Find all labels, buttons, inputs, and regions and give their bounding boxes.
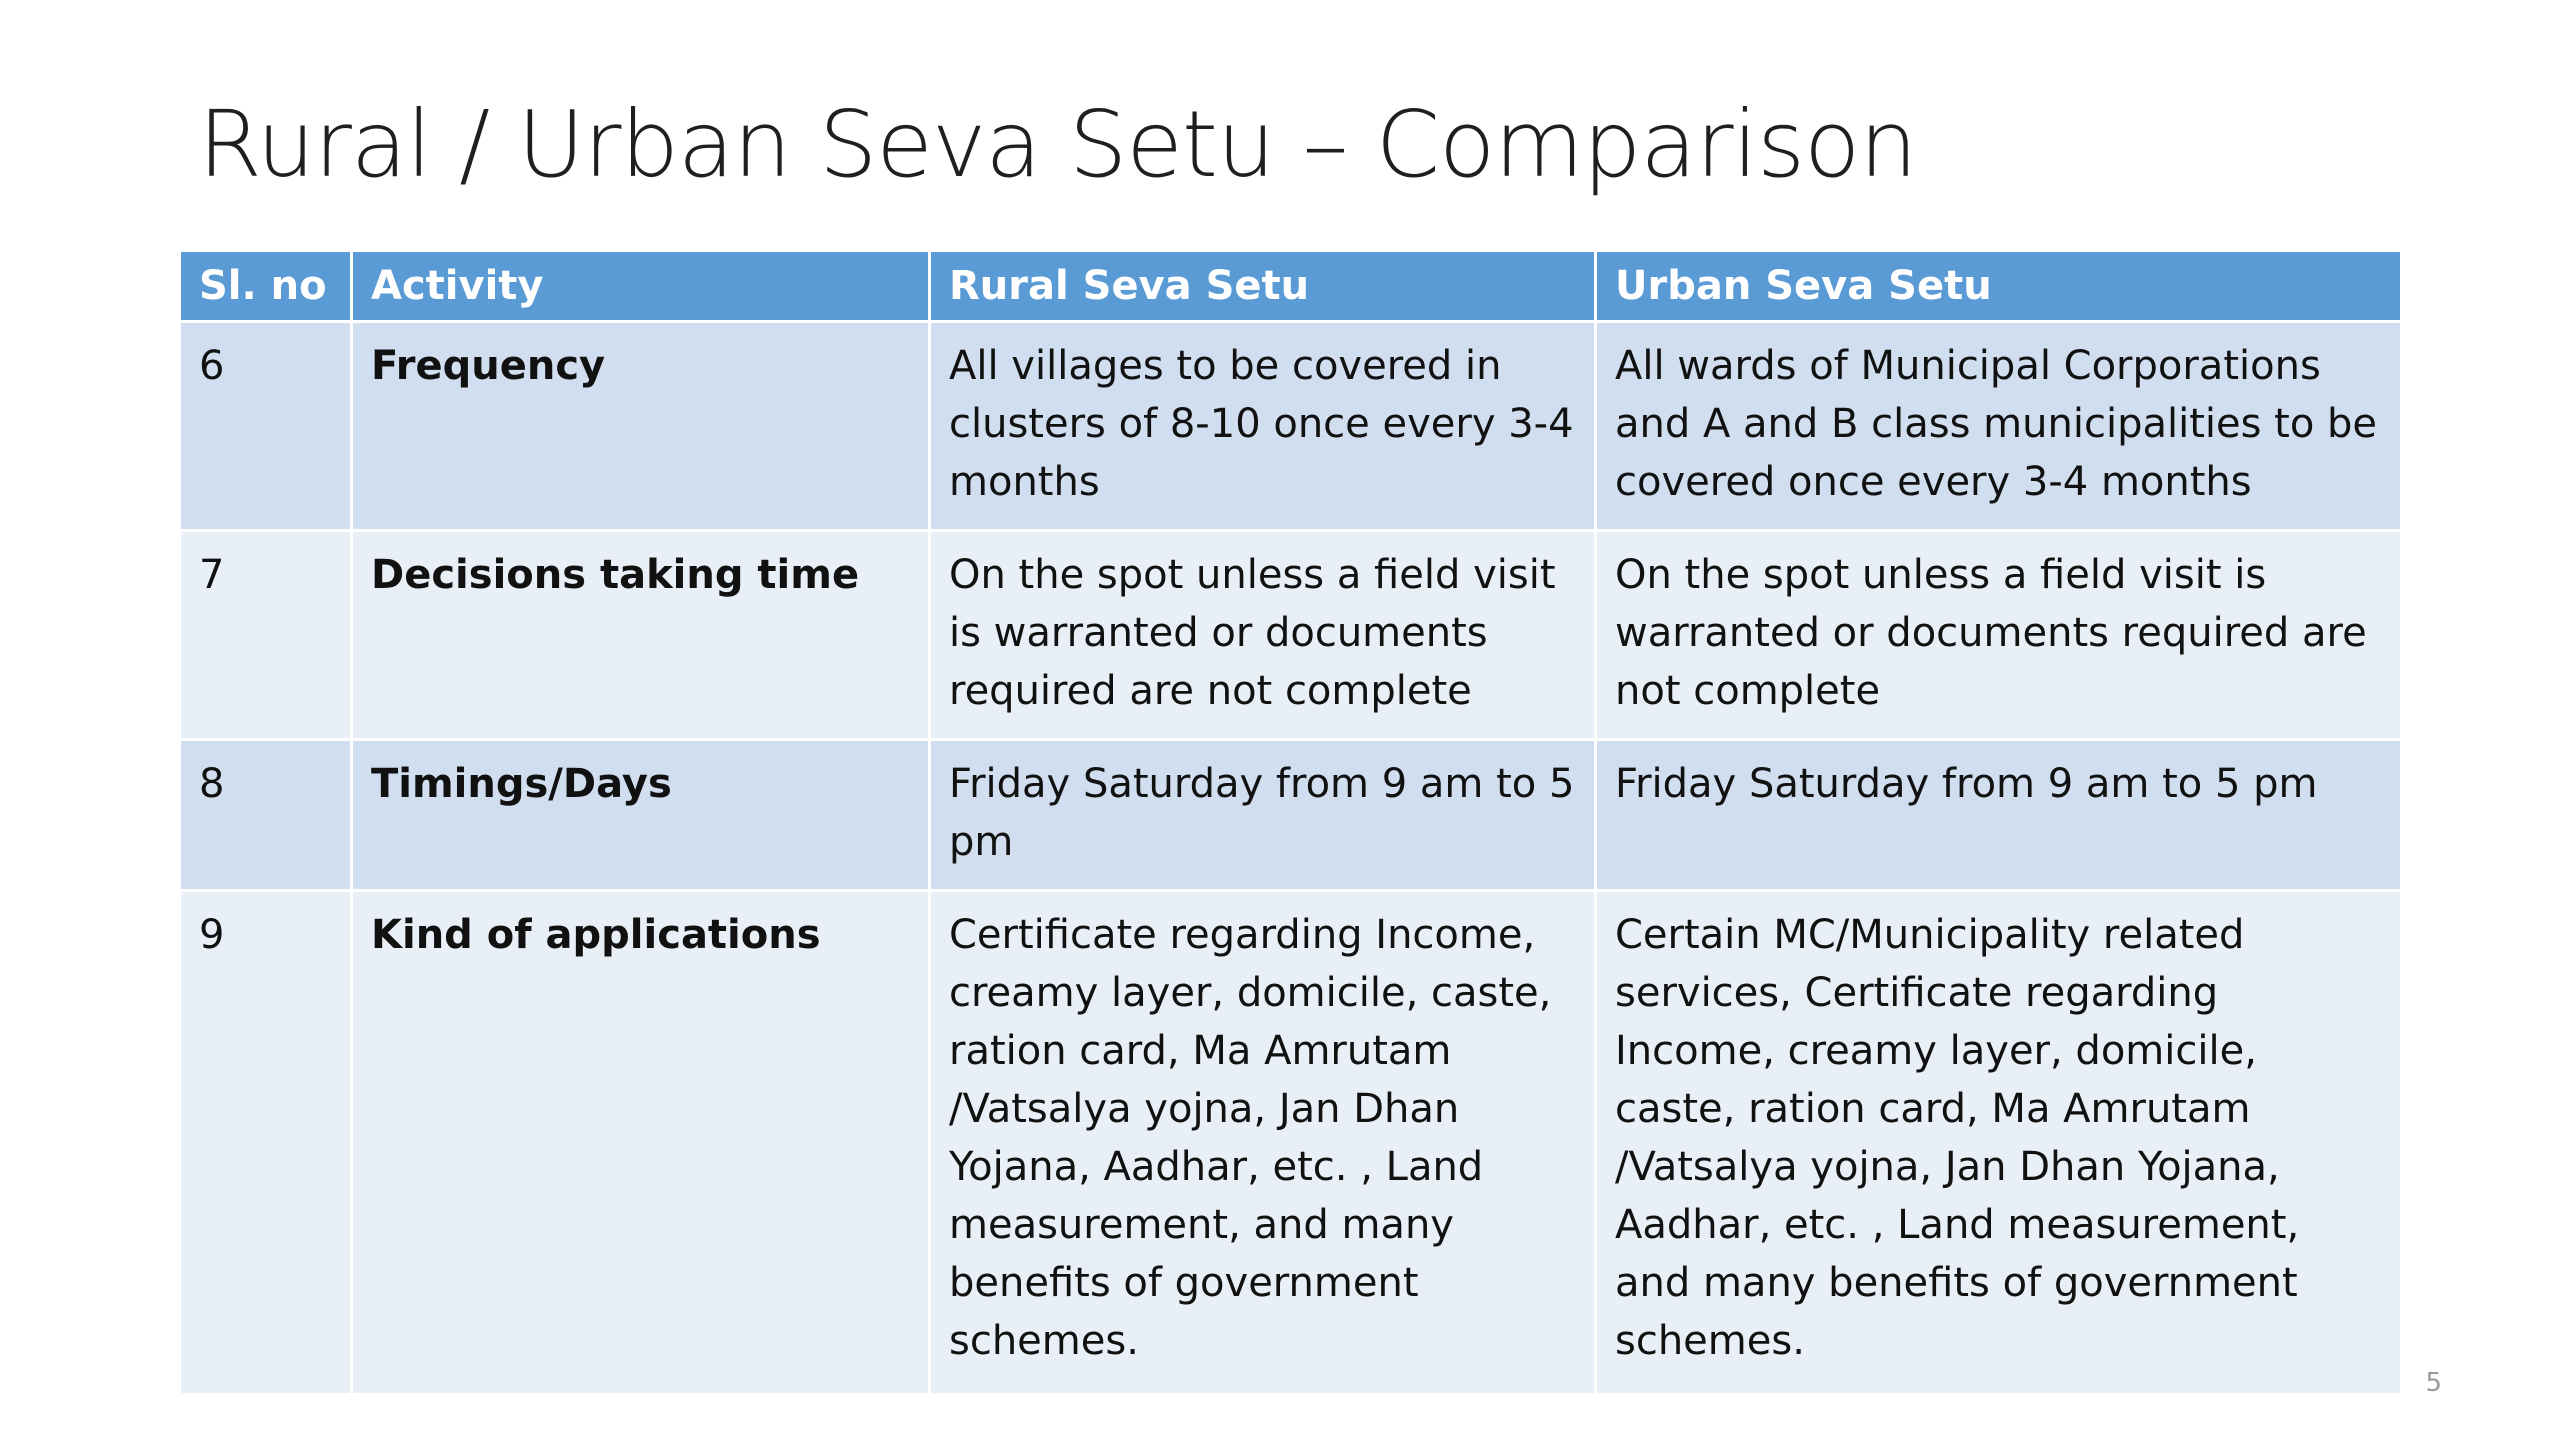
cell-activity: Frequency	[350, 320, 931, 532]
cell-urban: Friday Saturday from 9 am to 5 pm	[1594, 738, 2403, 892]
cell-urban: Certain MC/Municipality related services…	[1594, 889, 2403, 1396]
cell-activity: Decisions taking time	[350, 529, 931, 741]
comparison-table-container: Sl. no Activity Rural Seva Setu Urban Se…	[178, 249, 2403, 1396]
cell-sl-no: 8	[178, 738, 353, 892]
cell-activity: Kind of applications	[350, 889, 931, 1396]
cell-rural: On the spot unless a field visit is warr…	[928, 529, 1597, 741]
header-urban-seva-setu: Urban Seva Setu	[1594, 249, 2403, 323]
cell-sl-no: 7	[178, 529, 353, 741]
slide-page-number: 5	[2425, 1368, 2442, 1398]
table-row: 7 Decisions taking time On the spot unle…	[178, 529, 2403, 741]
cell-activity: Timings/Days	[350, 738, 931, 892]
cell-rural: All villages to be covered in clusters o…	[928, 320, 1597, 532]
cell-urban: On the spot unless a field visit is warr…	[1594, 529, 2403, 741]
table-row: 6 Frequency All villages to be covered i…	[178, 320, 2403, 532]
cell-sl-no: 6	[178, 320, 353, 532]
header-rural-seva-setu: Rural Seva Setu	[928, 249, 1597, 323]
table-header-row: Sl. no Activity Rural Seva Setu Urban Se…	[178, 249, 2403, 323]
cell-rural: Friday Saturday from 9 am to 5 pm	[928, 738, 1597, 892]
header-sl-no: Sl. no	[178, 249, 353, 323]
cell-rural: Certificate regarding Income, creamy lay…	[928, 889, 1597, 1396]
header-activity: Activity	[350, 249, 931, 323]
cell-urban: All wards of Municipal Corporations and …	[1594, 320, 2403, 532]
slide-title: Rural / Urban Seva Setu – Comparison	[198, 91, 1918, 198]
cell-sl-no: 9	[178, 889, 353, 1396]
table-row: 9 Kind of applications Certificate regar…	[178, 889, 2403, 1396]
table-row: 8 Timings/Days Friday Saturday from 9 am…	[178, 738, 2403, 892]
comparison-table: Sl. no Activity Rural Seva Setu Urban Se…	[178, 249, 2403, 1396]
